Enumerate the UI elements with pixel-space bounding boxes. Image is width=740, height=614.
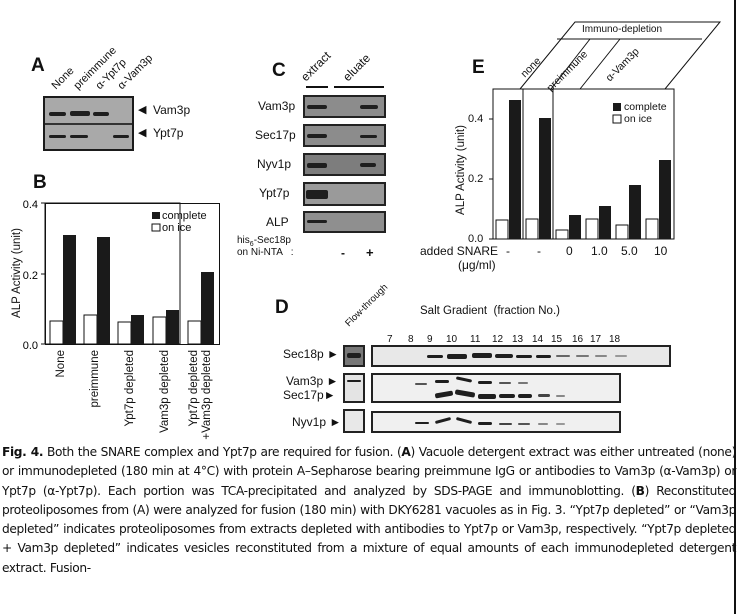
xlabel-none: None [55,350,67,378]
svg-text:0.0: 0.0 [23,340,38,352]
legend-on-ice: on ice [162,222,192,234]
panel-a-blot [43,96,134,151]
panel-b-chart: 0.4 0.2 0.0 [23,199,214,352]
lane-label-none: None [49,64,77,92]
e-xtick-5: 10 [654,244,668,258]
d-fractions: 7 8 9 10 11 12 13 14 15 16 17 18 [387,334,621,345]
col-header-extract: extract [298,48,334,84]
panel-a-letter: A [31,55,45,76]
panel-b-ylabel: ALP Activity (unit) [11,228,23,318]
xlabel-combined-1: Ypt7p depleted [188,350,200,427]
right-border [734,0,736,614]
e-xtick-4: 5.0 [621,244,638,258]
e-legend-on-ice: on ice [624,113,653,125]
d-row-nyv1p: Nyv1p ► [292,415,342,429]
c-blot-nyv1p [303,153,386,176]
ni-nta-minus: - [341,246,345,260]
arrow-ypt7p: ◀ [138,127,147,139]
panel-b-letter: B [33,172,47,193]
c-blot-alp [303,211,386,233]
d-ft-sec18p [343,345,365,367]
figure-caption: Fig. 4. Both the SNARE complex and Ypt7p… [2,445,736,575]
d-ft-vam3p-sec17p [343,373,365,403]
e-ylabel: ALP Activity (unit) [455,125,467,215]
xlabel-combined-2: +Vam3p depleted [201,350,213,440]
e-legend-complete: complete [624,101,667,113]
legend-complete: complete [162,210,207,222]
e-header-title: Immuno-depletion [582,24,663,35]
e-ytick-02: 0.2 [468,173,484,185]
xlabel-preimmune: preimmune [89,350,101,408]
panel-e-chart [489,88,675,240]
c-blot-sec17p [303,124,386,147]
panel-d-letter: D [275,297,289,318]
panel-c-letter: C [272,60,286,81]
c-row-alp: ALP [266,215,289,229]
panel-e-letter: E [472,57,485,78]
c-blot-vam3p [303,95,386,118]
col-header-eluate: eluate [340,50,374,84]
c-row-ypt7p: Ypt7p [259,186,290,200]
e-xlabel-1: added SNARE [420,244,499,258]
e-xtick-2: 0 [566,244,573,258]
xlabel-vam3p-depleted: Vam3p depleted [159,350,171,433]
d-row-vam3p: Vam3p ► [286,374,339,388]
ni-nta-plus: + [366,245,374,260]
d-ft-nyv1p [343,409,365,433]
d-title: Salt Gradient (fraction No.) [420,305,560,317]
c-blot-ypt7p [303,182,386,206]
d-blot-vam3p-sec17p [371,373,621,403]
e-xtick-0: - [506,244,510,258]
xlabel-ypt7p-depleted: Ypt7p depleted [124,350,136,427]
svg-text:0.2: 0.2 [23,270,38,282]
e-xlabel-2: (μg/ml) [458,258,496,272]
svg-text:0.4: 0.4 [23,199,38,211]
ni-nta-label: on Ni-NTA : [237,247,294,258]
row-label-vam3p: Vam3p [153,103,191,117]
his6-sec18p-label: his6-Sec18p [237,235,291,248]
extract-underline [306,86,328,88]
d-blot-sec18p [371,345,671,367]
e-xtick-3: 1.0 [591,244,608,258]
e-ytick-00: 0.0 [468,233,484,245]
caption-fig-label: Fig. 4. [2,445,44,459]
eluate-underline [334,86,384,88]
panel-b-frame [45,203,220,345]
e-xtick-1: - [537,244,541,258]
c-row-sec17p: Sec17p [255,128,296,142]
d-row-sec18p: Sec18p ► [283,347,339,361]
d-flow-through: Flow-through [343,282,391,329]
e-ytick-04: 0.4 [468,113,484,125]
d-blot-nyv1p [371,411,621,433]
d-row-sec17p: Sec17p► [283,388,336,402]
c-row-vam3p: Vam3p [258,99,296,113]
row-label-ypt7p: Ypt7p [153,126,184,140]
arrow-vam3p: ◀ [138,104,147,116]
c-row-nyv1p: Nyv1p [257,157,292,171]
